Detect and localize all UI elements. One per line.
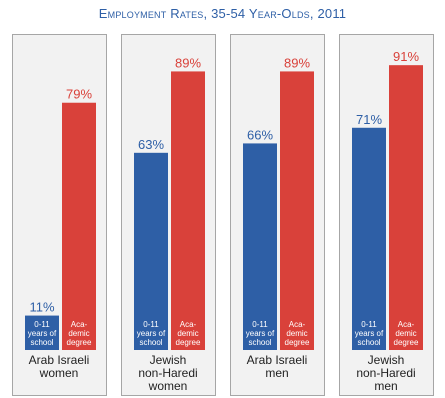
group-label: non-Haredi xyxy=(356,366,415,380)
bar-category-label: Aca- xyxy=(289,320,306,329)
bar-category-label: Aca- xyxy=(398,320,415,329)
bar-category-label: degree xyxy=(176,338,201,347)
bar-category-label: demic xyxy=(395,329,416,338)
chart-title: Employment Rates, 35-54 Year-Olds, 2011 xyxy=(98,6,347,21)
bar-category-label: years of xyxy=(28,329,57,338)
bar-category-label: years of xyxy=(246,329,275,338)
value-label: 91% xyxy=(393,49,419,64)
bar-0-11-years xyxy=(243,143,277,350)
group-label: Jewish xyxy=(150,353,187,367)
bar-0-11-years xyxy=(25,315,59,350)
value-label: 89% xyxy=(284,55,310,70)
bar-category-label: degree xyxy=(394,338,419,347)
bar-academic-degree xyxy=(171,71,205,351)
value-label: 66% xyxy=(247,127,273,142)
value-label: 11% xyxy=(29,300,54,315)
group-label: men xyxy=(265,366,288,380)
group-label: women xyxy=(148,379,188,393)
bar-academic-degree xyxy=(389,65,423,351)
bar-category-label: demic xyxy=(177,329,198,338)
bar-academic-degree xyxy=(62,102,96,350)
bar-category-label: years of xyxy=(137,329,166,338)
value-label: 63% xyxy=(138,137,164,152)
bar-category-label: 0-11 xyxy=(143,320,159,329)
bar-academic-degree xyxy=(280,71,314,351)
bar-category-label: years of xyxy=(355,329,384,338)
bar-category-label: school xyxy=(30,338,53,347)
value-label: 71% xyxy=(356,112,382,127)
value-label: 79% xyxy=(66,87,92,102)
bar-category-label: 0-11 xyxy=(361,320,377,329)
group-label: women xyxy=(39,366,79,380)
bar-0-11-years xyxy=(134,152,168,350)
bar-category-label: degree xyxy=(285,338,310,347)
bar-category-label: Aca- xyxy=(71,320,88,329)
group-label: Jewish xyxy=(368,353,405,367)
bar-0-11-years xyxy=(352,127,386,351)
bar-category-label: demic xyxy=(68,329,89,338)
bar-category-label: 0-11 xyxy=(34,320,50,329)
bar-category-label: Aca- xyxy=(180,320,197,329)
bar-category-label: school xyxy=(357,338,380,347)
bar-category-label: demic xyxy=(286,329,307,338)
bar-category-label: 0-11 xyxy=(252,320,268,329)
group-label: Arab Israeli xyxy=(29,353,90,367)
bar-category-label: school xyxy=(139,338,162,347)
group-label: Arab Israeli xyxy=(247,353,308,367)
group-label: non-Haredi xyxy=(138,366,197,380)
bar-category-label: degree xyxy=(67,338,92,347)
value-label: 89% xyxy=(175,55,201,70)
bar-category-label: school xyxy=(248,338,271,347)
group-label: men xyxy=(374,379,397,393)
